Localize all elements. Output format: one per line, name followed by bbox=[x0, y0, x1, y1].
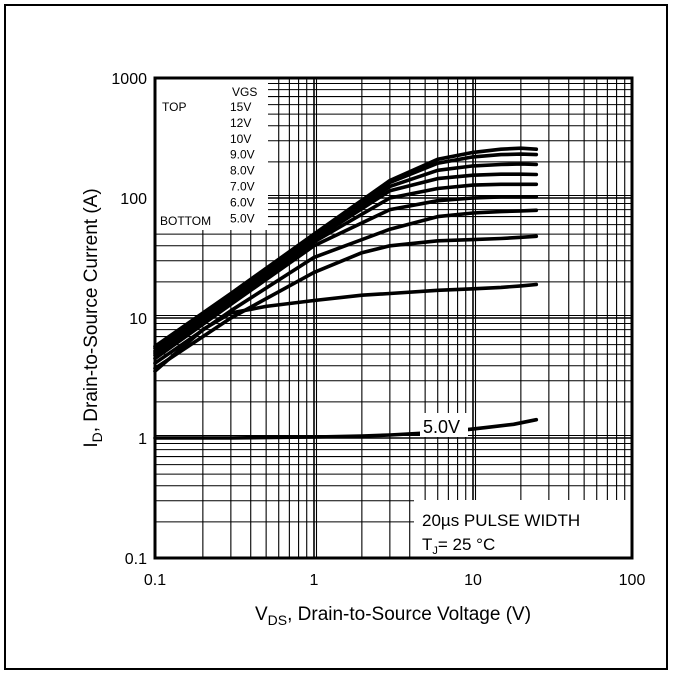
plot-frame bbox=[153, 76, 634, 560]
legend-bottom-label: BOTTOM bbox=[160, 214, 211, 228]
annotation-box bbox=[414, 500, 632, 558]
y-axis-label: ID, Drain-to-Source Current (A) bbox=[81, 188, 105, 447]
legend-entry: 8.0V bbox=[230, 164, 255, 178]
figure-frame bbox=[4, 4, 668, 670]
legend-entry: 6.0V bbox=[230, 195, 255, 209]
pulse-width-label: 20µs PULSE WIDTH bbox=[422, 511, 580, 530]
y-tick-label: 100 bbox=[120, 191, 147, 208]
legend-box bbox=[155, 78, 268, 230]
legend-top-label: TOP bbox=[162, 100, 186, 114]
legend-entries: 15V 12V 10V 9.0V 8.0V 7.0V6.0V 5.0V bbox=[230, 100, 255, 225]
y-tick-label: 1 bbox=[138, 431, 147, 448]
x-tick-label: 1 bbox=[310, 572, 319, 589]
y-tick-label: 10 bbox=[129, 311, 147, 328]
x-tick-label: 0.1 bbox=[144, 572, 166, 589]
y-tick-label: 1000 bbox=[111, 71, 147, 88]
series-line bbox=[153, 417, 539, 440]
series-line bbox=[153, 182, 539, 357]
legend-entry: 10V bbox=[230, 132, 251, 146]
legend-entry: 5.0V bbox=[230, 211, 255, 225]
series-line bbox=[153, 208, 539, 365]
series-group bbox=[153, 146, 539, 440]
temperature-label: TJ= 25 °C bbox=[422, 535, 495, 557]
series-line bbox=[153, 282, 539, 373]
legend-entry: 12V bbox=[230, 116, 251, 130]
legend-header: VGS bbox=[232, 85, 257, 99]
legend-entry: 7.0V bbox=[230, 180, 255, 194]
curve-label: 5.0V bbox=[423, 417, 460, 437]
x-tick-label: 10 bbox=[464, 572, 482, 589]
y-tick-label: 0.1 bbox=[125, 551, 147, 568]
legend-entry: 9.0V bbox=[230, 148, 255, 162]
legend: VGS TOP BOTTOM 15V 12V 10V 9.0V 8.0V 7.0V6.0V… bbox=[160, 85, 257, 228]
legend-entry: 15V bbox=[230, 100, 251, 114]
curve-label-box bbox=[420, 413, 468, 437]
x-tick-label: 100 bbox=[619, 572, 646, 589]
tick-labels: 0.1 1 10 100 0.1 1 10 100 1000 bbox=[111, 71, 645, 589]
series-line bbox=[153, 234, 539, 371]
x-axis-label: VDS, Drain-to-Source Voltage (V) bbox=[255, 604, 531, 628]
series-line bbox=[153, 195, 539, 361]
